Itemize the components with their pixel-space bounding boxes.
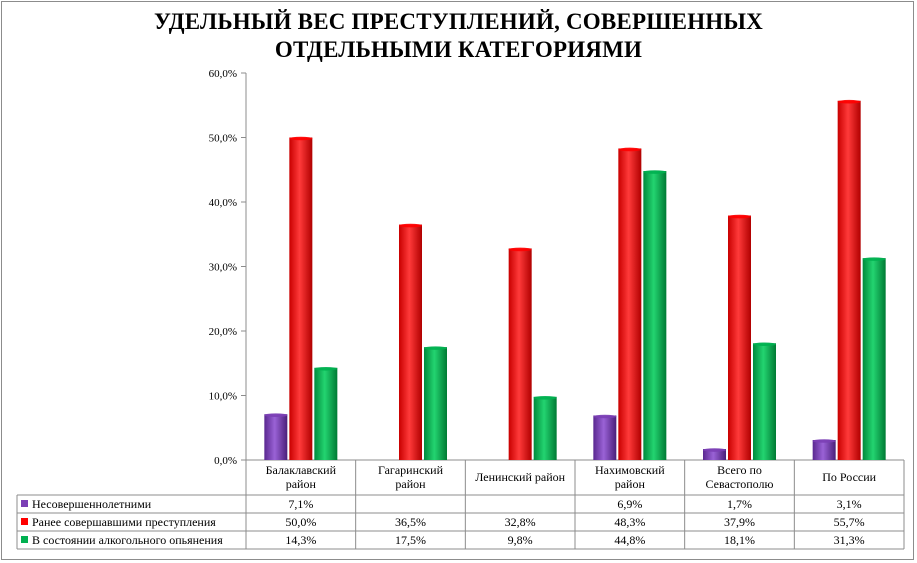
data-table-cell: 32,8% [505,515,536,529]
bar [703,448,726,460]
data-table-cell: 55,7% [834,515,865,529]
legend-label: В состоянии алкогольного опьянения [32,533,223,547]
legend-swatch [21,536,28,543]
y-tick-label: 20,0% [209,326,237,338]
data-table-cell: 7,1% [288,497,313,511]
y-tick-label: 30,0% [209,262,237,274]
bar [618,147,642,460]
data-table-cell: 3,1% [837,497,862,511]
legend-swatch [21,518,28,525]
x-tick-label: По России [822,470,876,484]
data-table-cell: 6,9% [617,497,642,511]
data-table-cell: 14,3% [285,533,316,547]
bar [837,99,861,461]
bar [424,346,447,460]
legend-label: Несовершеннолетними [32,497,152,511]
data-table-cell: 50,0% [285,515,316,529]
y-tick-label: 40,0% [209,197,237,209]
bar [508,247,532,460]
chart-title-line-1: УДЕЛЬНЫЙ ВЕС ПРЕСТУПЛЕНИЙ, СОВЕРШЕННЫХ [154,9,763,34]
y-tick-label: 0,0% [214,455,237,467]
bar [533,395,557,460]
y-tick-label: 10,0% [209,391,237,403]
bar [289,136,313,460]
y-tick-label: 60,0% [209,68,237,80]
y-tick-label: 50,0% [209,133,237,145]
bar [862,257,886,460]
bar [728,214,751,460]
bar [314,366,338,460]
data-table-cell: 1,7% [727,497,752,511]
bar [264,413,288,460]
x-tick-label: Балаклавский район [266,463,337,491]
chart-title: УДЕЛЬНЫЙ ВЕС ПРЕСТУПЛЕНИЙ, СОВЕРШЕННЫХ О… [0,8,917,64]
bar [593,414,617,460]
bar [812,439,836,460]
data-table-cell: 9,8% [508,533,533,547]
data-table-cell: 37,9% [724,515,755,529]
data-table: Несовершеннолетними 7,1% 6,9% 1,7% 3,1% Ранее… [16,460,905,550]
data-table-cell: 31,3% [834,533,865,547]
bar [643,170,667,461]
bar [753,342,776,460]
bars-layer [264,99,886,461]
data-table-cell: 17,5% [395,533,426,547]
bar [399,223,422,460]
x-tick-label: Ленинский район [475,470,565,484]
legend-label: Ранее совершавшими преступления [32,515,216,529]
data-table-cell: 48,3% [614,515,645,529]
data-table-cell: 18,1% [724,533,755,547]
x-tick-label: Гагаринский район [378,463,444,491]
data-table-cell: 44,8% [614,533,645,547]
data-table-cell: 36,5% [395,515,426,529]
x-tick-label: Всего по Севастополю [706,463,774,491]
legend-swatch [21,500,28,507]
chart-title-line-2: ОТДЕЛЬНЫМИ КАТЕГОРИЯМИ [274,37,643,62]
x-tick-label: Нахимовский район [595,463,665,491]
